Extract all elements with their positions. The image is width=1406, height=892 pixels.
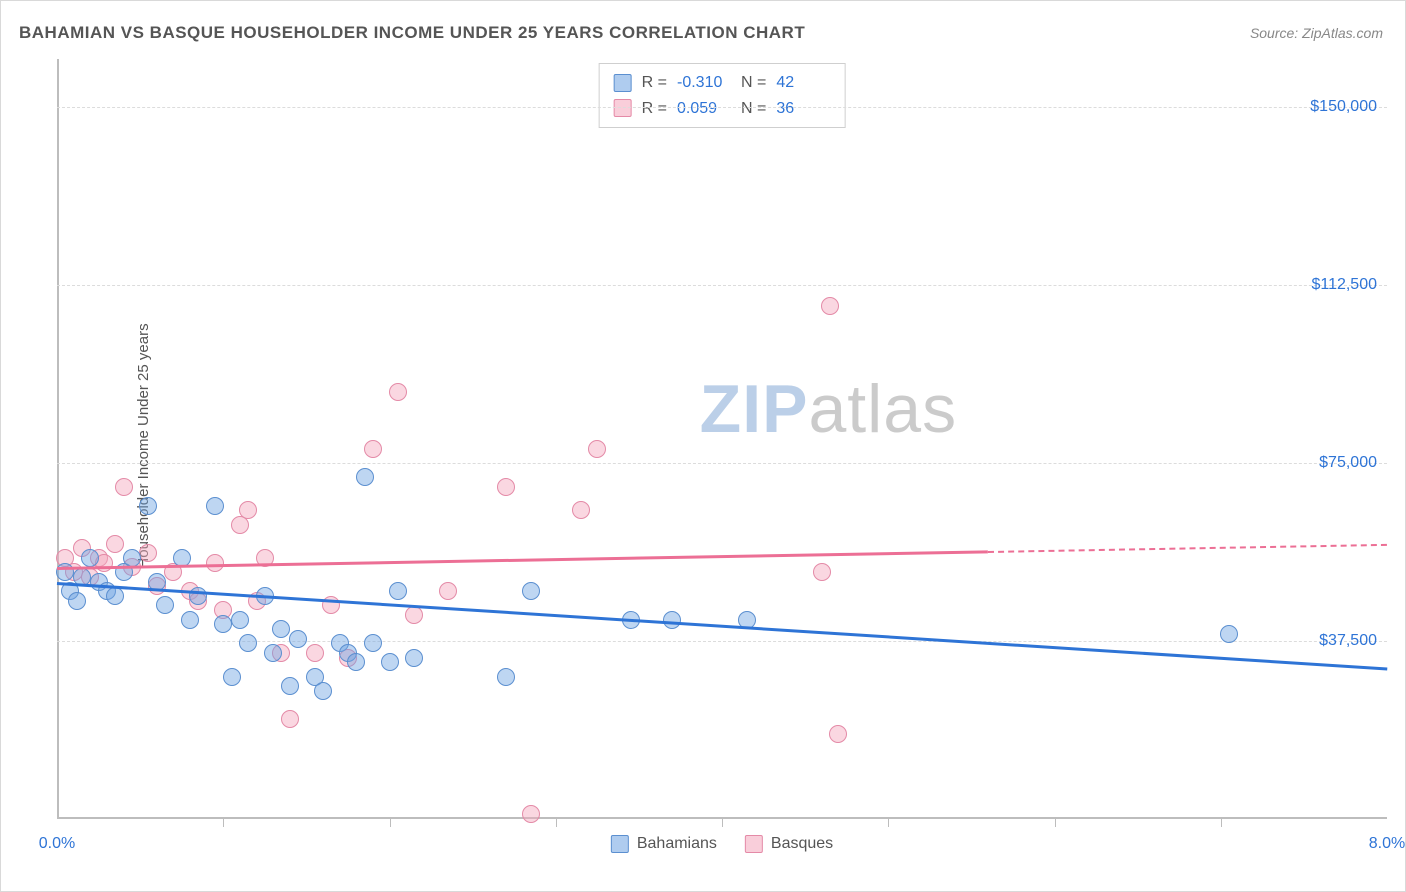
x-tick bbox=[223, 819, 224, 827]
data-point bbox=[572, 501, 590, 519]
x-tick-label: 8.0% bbox=[1369, 835, 1405, 853]
trend-line bbox=[57, 582, 1387, 670]
data-point bbox=[139, 497, 157, 515]
x-tick bbox=[556, 819, 557, 827]
data-point bbox=[214, 615, 232, 633]
data-point bbox=[389, 582, 407, 600]
y-axis-line bbox=[57, 59, 59, 819]
data-point bbox=[106, 587, 124, 605]
legend-row: R = -0.310 N = 42 bbox=[614, 70, 831, 96]
data-point bbox=[223, 668, 241, 686]
legend-swatch bbox=[614, 99, 632, 117]
legend-row: R = 0.059 N = 36 bbox=[614, 96, 831, 122]
legend-swatch bbox=[611, 835, 629, 853]
data-point bbox=[115, 478, 133, 496]
data-point bbox=[123, 549, 141, 567]
x-tick bbox=[888, 819, 889, 827]
data-point bbox=[821, 297, 839, 315]
data-point bbox=[56, 563, 74, 581]
data-point bbox=[813, 563, 831, 581]
data-point bbox=[522, 582, 540, 600]
legend-item: Basques bbox=[745, 835, 833, 853]
data-point bbox=[289, 630, 307, 648]
data-point bbox=[497, 478, 515, 496]
x-tick bbox=[1055, 819, 1056, 827]
data-point bbox=[356, 468, 374, 486]
data-point bbox=[239, 634, 257, 652]
data-point bbox=[381, 653, 399, 671]
legend-correlation: R = -0.310 N = 42 R = 0.059 N = 36 bbox=[599, 63, 846, 128]
data-point bbox=[389, 383, 407, 401]
chart-container: BAHAMIAN VS BASQUE HOUSEHOLDER INCOME UN… bbox=[0, 0, 1406, 892]
data-point bbox=[306, 644, 324, 662]
y-tick-label: $112,500 bbox=[1311, 276, 1377, 294]
data-point bbox=[272, 620, 290, 638]
data-point bbox=[497, 668, 515, 686]
x-tick bbox=[1221, 819, 1222, 827]
data-point bbox=[364, 440, 382, 458]
chart-title: BAHAMIAN VS BASQUE HOUSEHOLDER INCOME UN… bbox=[19, 23, 805, 43]
data-point bbox=[347, 653, 365, 671]
legend-r-label: R = bbox=[642, 96, 667, 122]
source-attribution: Source: ZipAtlas.com bbox=[1250, 25, 1383, 41]
data-point bbox=[663, 611, 681, 629]
legend-r-value: 0.059 bbox=[677, 96, 731, 122]
grid-line bbox=[57, 107, 1387, 108]
data-point bbox=[206, 497, 224, 515]
watermark-atlas: atlas bbox=[808, 371, 957, 447]
data-point bbox=[829, 725, 847, 743]
data-point bbox=[281, 710, 299, 728]
data-point bbox=[139, 544, 157, 562]
data-point bbox=[206, 554, 224, 572]
data-point bbox=[106, 535, 124, 553]
data-point bbox=[189, 587, 207, 605]
data-point bbox=[405, 606, 423, 624]
grid-line bbox=[57, 463, 1387, 464]
y-tick-label: $37,500 bbox=[1319, 632, 1377, 650]
grid-line bbox=[57, 285, 1387, 286]
trend-line-extension bbox=[988, 544, 1387, 553]
data-point bbox=[1220, 625, 1238, 643]
watermark: ZIPatlas bbox=[700, 370, 957, 448]
data-point bbox=[364, 634, 382, 652]
legend-swatch bbox=[745, 835, 763, 853]
data-point bbox=[68, 592, 86, 610]
legend-label: Bahamians bbox=[637, 835, 717, 853]
legend-label: Basques bbox=[771, 835, 833, 853]
data-point bbox=[156, 596, 174, 614]
plot-area: ZIPatlas R = -0.310N =42R = 0.059N =36 B… bbox=[57, 59, 1387, 819]
legend-r-label: R = bbox=[642, 70, 667, 96]
x-tick-label: 0.0% bbox=[39, 835, 75, 853]
data-point bbox=[81, 549, 99, 567]
data-point bbox=[405, 649, 423, 667]
data-point bbox=[231, 611, 249, 629]
legend-n-value: 42 bbox=[776, 70, 830, 96]
legend-n-label: N = bbox=[741, 70, 766, 96]
data-point bbox=[181, 611, 199, 629]
data-point bbox=[264, 644, 282, 662]
data-point bbox=[439, 582, 457, 600]
legend-item: Bahamians bbox=[611, 835, 717, 853]
legend-n-label: N = bbox=[741, 96, 766, 122]
x-tick bbox=[722, 819, 723, 827]
legend-series: Bahamians Basques bbox=[611, 835, 833, 853]
data-point bbox=[314, 682, 332, 700]
legend-n-value: 36 bbox=[776, 96, 830, 122]
x-tick bbox=[390, 819, 391, 827]
data-point bbox=[281, 677, 299, 695]
data-point bbox=[239, 501, 257, 519]
data-point bbox=[588, 440, 606, 458]
legend-r-value: -0.310 bbox=[677, 70, 731, 96]
y-tick-label: $75,000 bbox=[1319, 454, 1377, 472]
trend-line bbox=[57, 551, 988, 570]
data-point bbox=[522, 805, 540, 823]
y-tick-label: $150,000 bbox=[1310, 98, 1377, 116]
watermark-zip: ZIP bbox=[700, 371, 809, 447]
legend-swatch bbox=[614, 74, 632, 92]
